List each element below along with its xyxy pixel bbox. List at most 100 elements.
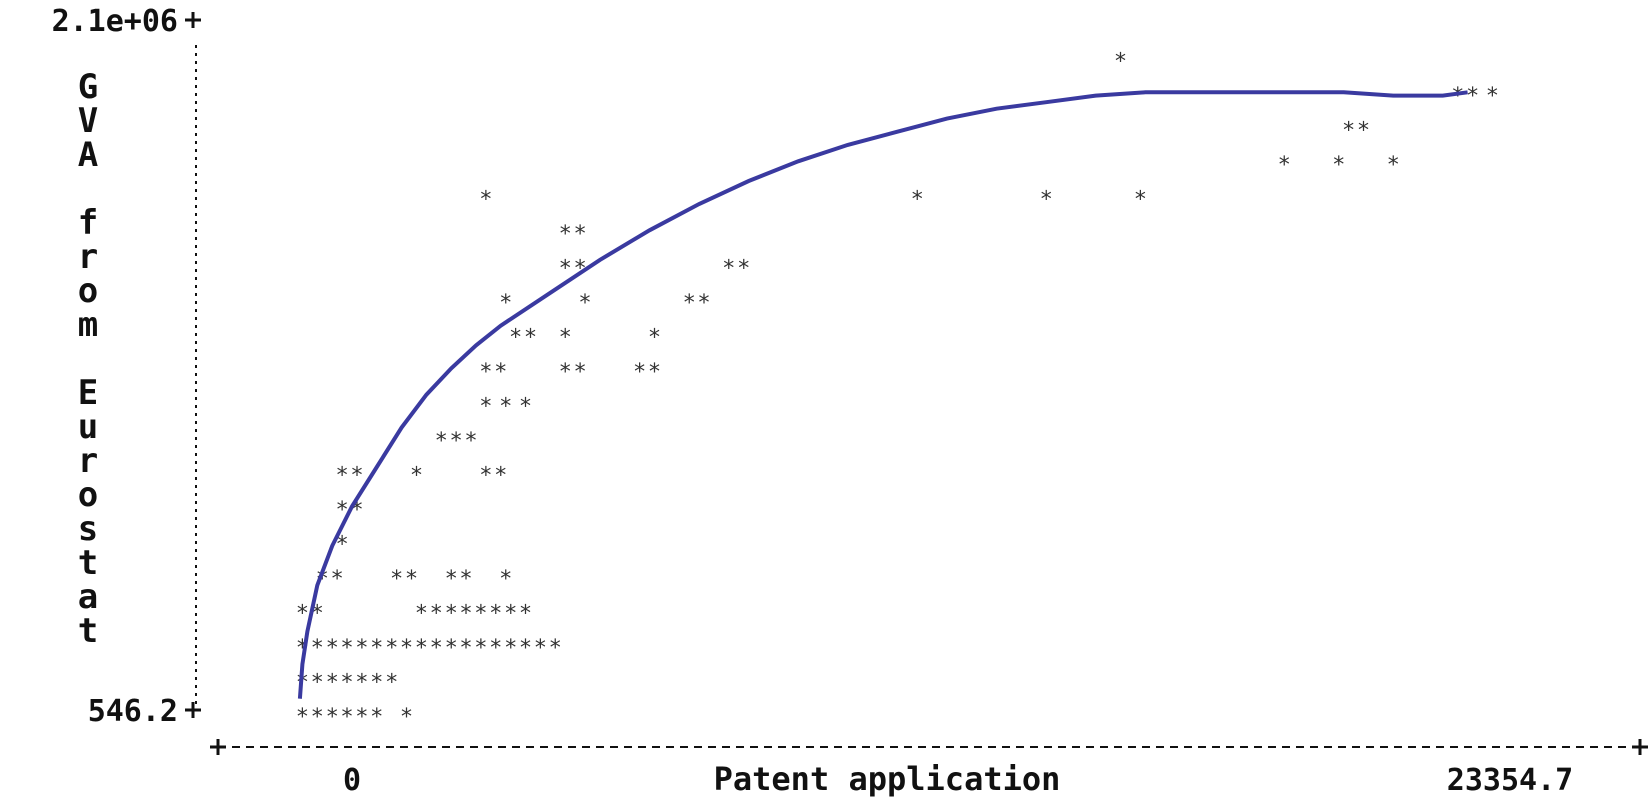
data-point: * [494, 360, 507, 385]
data-point: * [1332, 153, 1345, 178]
x-axis: 0 23354.7 Patent application [210, 739, 1648, 798]
data-point: * [400, 636, 413, 661]
y-axis-label-char: f [78, 203, 98, 243]
x-axis-label: Patent application [714, 760, 1061, 798]
data-point: * [385, 671, 398, 696]
data-point: * [335, 533, 348, 558]
y-axis-label-char: u [78, 407, 98, 447]
data-point: * [400, 705, 413, 730]
data-point: * [330, 567, 343, 592]
y-axis-label-char: r [78, 441, 98, 481]
data-point: * [573, 222, 586, 247]
data-point: * [390, 567, 403, 592]
data-point: * [410, 464, 423, 489]
data-point: * [559, 257, 572, 282]
data-point: * [335, 464, 348, 489]
data-point: * [340, 705, 353, 730]
data-point: * [519, 602, 532, 627]
fit-line [297, 90, 1468, 699]
data-point: * [445, 636, 458, 661]
data-points: * * * * * * ** * * * * * ** * * * * * * * * * * * * * * * * ** * * * * * * *… [296, 50, 1499, 731]
y-axis-label-char: s [78, 509, 98, 549]
data-point: * [474, 636, 487, 661]
data-point: * [737, 257, 750, 282]
data-point: * [355, 671, 368, 696]
data-point: * [534, 636, 547, 661]
data-point: * [509, 326, 522, 351]
x-tick-label-max: 23354.7 [1447, 763, 1573, 798]
data-point: * [559, 326, 572, 351]
data-point: * [430, 636, 443, 661]
data-point: * [445, 602, 458, 627]
data-point: * [697, 291, 710, 316]
data-point: * [494, 464, 507, 489]
data-point: * [648, 326, 661, 351]
data-point: * [479, 188, 492, 213]
y-axis-label-char: r [78, 237, 98, 277]
y-axis-label-char: a [78, 577, 98, 617]
data-point: * [430, 602, 443, 627]
data-point: * [559, 360, 572, 385]
data-point: * [722, 257, 735, 282]
y-axis: 2.1e+06 546.2 [52, 4, 201, 729]
data-point: * [1040, 188, 1053, 213]
data-point: * [479, 360, 492, 385]
data-point: * [1486, 84, 1499, 109]
data-point: * [464, 429, 477, 454]
data-point: * [445, 567, 458, 592]
data-point: * [499, 567, 512, 592]
y-axis-label-char: t [78, 543, 98, 583]
data-point: * [459, 567, 472, 592]
data-point: * [1387, 153, 1400, 178]
data-point: * [350, 464, 363, 489]
data-point: * [1342, 119, 1355, 144]
y-axis-label-char: A [78, 135, 98, 175]
data-point: * [911, 188, 924, 213]
y-axis-label-char: t [78, 611, 98, 651]
y-tick-label-max: 2.1e+06 [52, 4, 178, 39]
data-point: * [1357, 119, 1370, 144]
data-point: * [633, 360, 646, 385]
y-tick-label-min: 546.2 [88, 694, 178, 729]
data-point: * [326, 705, 339, 730]
data-point: * [573, 360, 586, 385]
data-point: * [435, 429, 448, 454]
data-point: * [648, 360, 661, 385]
data-point: * [340, 671, 353, 696]
data-point: * [683, 291, 696, 316]
data-point: * [504, 636, 517, 661]
data-point: * [1278, 153, 1291, 178]
data-point: * [499, 395, 512, 420]
data-point: * [479, 395, 492, 420]
data-point: * [355, 636, 368, 661]
data-point: * [326, 671, 339, 696]
data-point: * [385, 636, 398, 661]
data-point: * [415, 636, 428, 661]
data-point: * [459, 636, 472, 661]
y-axis-label-char: V [78, 101, 98, 141]
data-point: * [504, 602, 517, 627]
data-point: * [1451, 84, 1464, 109]
data-point: * [459, 602, 472, 627]
data-point: * [519, 636, 532, 661]
data-point: * [296, 705, 309, 730]
data-point: * [415, 602, 428, 627]
data-point: * [474, 602, 487, 627]
data-point: * [524, 326, 537, 351]
data-point: * [370, 705, 383, 730]
data-point: * [355, 705, 368, 730]
data-point: * [370, 636, 383, 661]
data-point: * [370, 671, 383, 696]
data-point: * [479, 464, 492, 489]
data-point: * [578, 291, 591, 316]
data-point: * [489, 602, 502, 627]
data-point: * [311, 671, 324, 696]
y-axis-label-char: o [78, 271, 98, 311]
data-point: * [340, 636, 353, 661]
data-point: * [311, 636, 324, 661]
y-axis-label-char: G [78, 67, 98, 107]
data-point: * [549, 636, 562, 661]
data-point: * [559, 222, 572, 247]
